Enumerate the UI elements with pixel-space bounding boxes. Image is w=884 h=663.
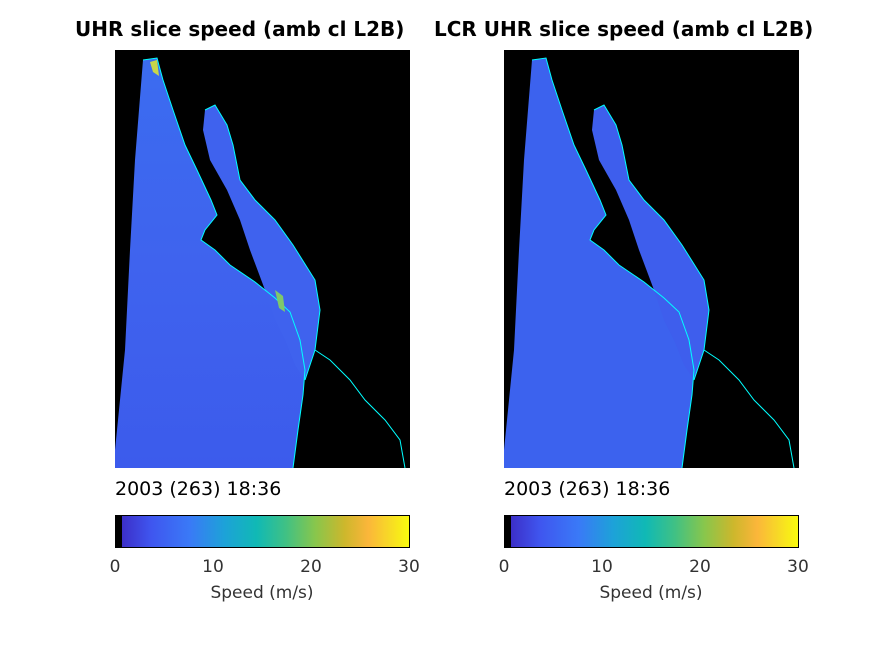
left-colorbar: [115, 515, 410, 548]
colorbar-label: Speed (m/s): [210, 583, 314, 603]
right-panel-title: LCR UHR slice speed (amb cl L2B): [434, 17, 814, 41]
colorbar-tick: 0: [109, 557, 121, 577]
gulf-coastline: [593, 104, 710, 381]
coastline: [142, 57, 306, 468]
right-panel: LCR UHR slice speed (amb cl L2B) 2003 (2…: [389, 0, 829, 663]
colorbar-tick: 20: [689, 557, 711, 577]
colorbar-tick: 10: [202, 557, 224, 577]
right-timestamp: 2003 (263) 18:36: [504, 478, 671, 500]
gulf-region: [592, 105, 709, 380]
ocean-region: [115, 58, 305, 468]
right-speed-map: [504, 50, 799, 468]
gulf-coastline: [204, 104, 321, 381]
colorbar-tick: 0: [498, 557, 510, 577]
high-speed-spot: [275, 290, 285, 312]
gulf-region: [203, 105, 320, 380]
right-colorbar: [504, 515, 799, 548]
left-panel: UHR slice speed (amb cl L2B) 2003 (263) …: [0, 0, 440, 663]
colorbar-tick: 30: [787, 557, 809, 577]
left-timestamp: 2003 (263) 18:36: [115, 478, 282, 500]
colorbar-tick: 30: [398, 557, 420, 577]
coastline: [531, 57, 695, 468]
mainland-coastline: [703, 349, 795, 468]
mainland-coastline: [314, 349, 406, 468]
left-panel-title: UHR slice speed (amb cl L2B): [75, 17, 405, 41]
ocean-region: [504, 58, 694, 468]
colorbar-tick: 20: [300, 557, 322, 577]
high-speed-spot: [150, 60, 159, 76]
left-speed-map: [115, 50, 410, 468]
colorbar-tick: 10: [591, 557, 613, 577]
colorbar-label: Speed (m/s): [599, 583, 703, 603]
